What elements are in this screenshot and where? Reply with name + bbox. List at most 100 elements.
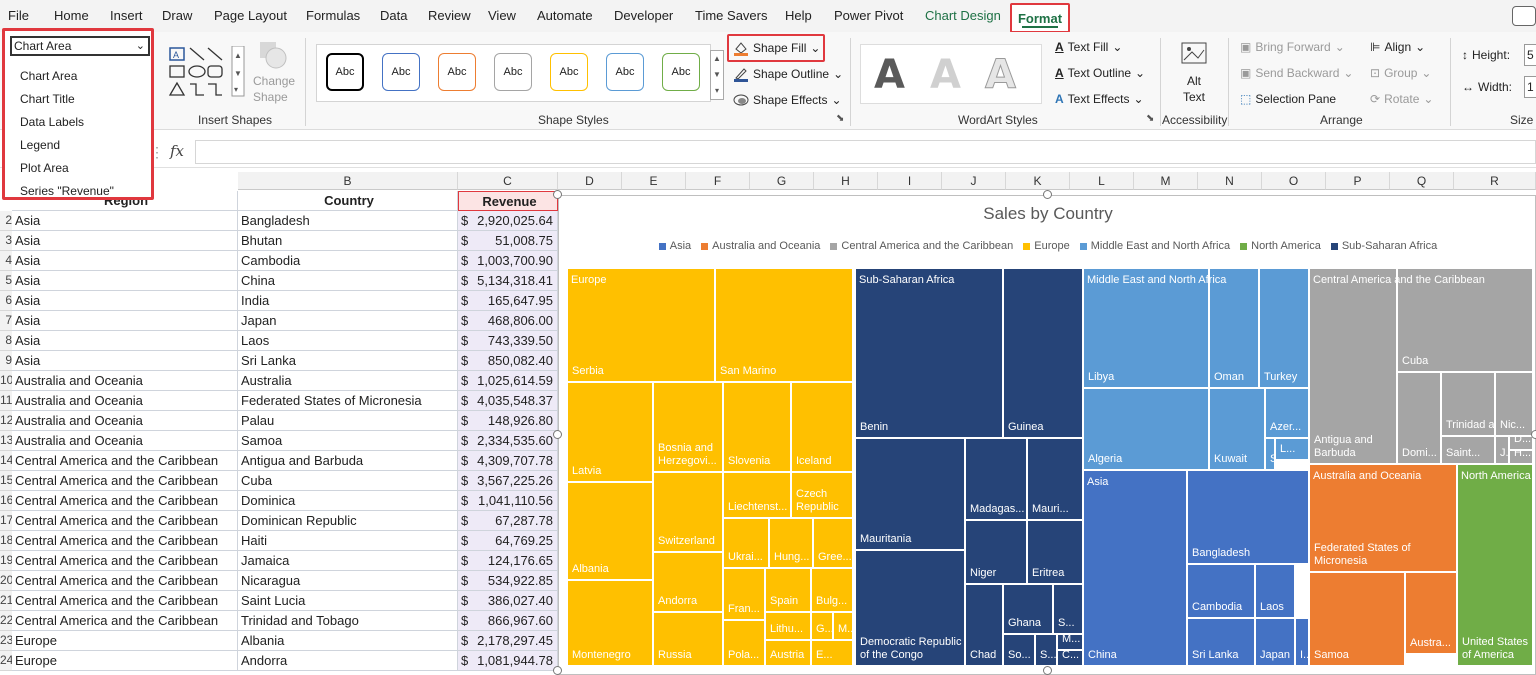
chart-elements-dropdown[interactable]: Chart Area ⌄ Chart Area Chart Title Data …: [2, 28, 154, 200]
shape-style-swatch[interactable]: Abc: [662, 53, 700, 91]
cell-region[interactable]: Australia and Oceania: [12, 391, 238, 411]
treemap-tile[interactable]: S...: [1265, 438, 1275, 470]
row-number[interactable]: 9: [0, 351, 12, 371]
treemap-tile[interactable]: Czech Republic: [791, 472, 853, 518]
treemap-tile[interactable]: Nic...: [1495, 372, 1533, 436]
tab-page-layout[interactable]: Page Layout: [214, 8, 288, 23]
treemap-tile[interactable]: Sri Lanka: [1187, 618, 1255, 666]
cell-revenue[interactable]: $148,926.80: [458, 411, 558, 431]
treemap-tile[interactable]: I...: [1295, 618, 1309, 666]
row-number[interactable]: 4: [0, 251, 12, 271]
column-header-o[interactable]: O: [1262, 172, 1326, 190]
cell-country[interactable]: Dominica: [238, 491, 458, 511]
row-number[interactable]: 15: [0, 471, 12, 491]
cell-revenue[interactable]: $3,567,225.26: [458, 471, 558, 491]
treemap-tile[interactable]: H...: [1509, 450, 1533, 464]
treemap-tile[interactable]: Austria: [765, 640, 811, 666]
column-header-j[interactable]: J: [942, 172, 1006, 190]
cell-region[interactable]: Central America and the Caribbean: [12, 591, 238, 611]
cell-country[interactable]: Andorra: [238, 651, 458, 671]
treemap-tile[interactable]: Trinidad and Tobago: [1441, 372, 1495, 436]
alt-text-icon[interactable]: [1178, 40, 1210, 70]
cell-revenue[interactable]: $5,134,318.41: [458, 271, 558, 291]
treemap-tile[interactable]: Iceland: [791, 382, 853, 472]
treemap-tile[interactable]: Laos: [1255, 564, 1295, 618]
row-number[interactable]: 2: [0, 211, 12, 231]
treemap-tile[interactable]: Cambodia: [1187, 564, 1255, 618]
column-header-m[interactable]: M: [1134, 172, 1198, 190]
text-effects-button[interactable]: A Text Effects ⌄: [1055, 92, 1144, 106]
treemap-tile[interactable]: China: [1083, 470, 1187, 666]
row-number[interactable]: 7: [0, 311, 12, 331]
cell-region[interactable]: Central America and the Caribbean: [12, 451, 238, 471]
treemap-tile[interactable]: Oman: [1209, 268, 1259, 388]
shapes-gallery[interactable]: A ▲ ▼ ▾: [168, 45, 248, 102]
height-input[interactable]: 5: [1524, 44, 1536, 66]
row-number[interactable]: 22: [0, 611, 12, 631]
cell-region[interactable]: Europe: [12, 631, 238, 651]
cell-region[interactable]: Asia: [12, 271, 238, 291]
row-number[interactable]: 17: [0, 511, 12, 531]
treemap-tile[interactable]: Algeria: [1083, 388, 1209, 470]
cell-country[interactable]: Dominican Republic: [238, 511, 458, 531]
cell-country[interactable]: Albania: [238, 631, 458, 651]
send-backward-button[interactable]: ▣ Send Backward ⌄: [1240, 66, 1353, 80]
cell-country[interactable]: Trinidad and Tobago: [238, 611, 458, 631]
tab-draw[interactable]: Draw: [162, 8, 193, 23]
comments-icon[interactable]: [1512, 6, 1536, 26]
column-header-g[interactable]: G: [750, 172, 814, 190]
treemap-tile[interactable]: Antigua and Barbuda: [1309, 268, 1397, 464]
row-number[interactable]: 8: [0, 331, 12, 351]
treemap-chart[interactable]: Sales by Country Asia Australia and Ocean…: [558, 195, 1536, 675]
row-number[interactable]: 13: [0, 431, 12, 451]
tab-automate[interactable]: Automate: [537, 8, 593, 23]
cell-region[interactable]: Central America and the Caribbean: [12, 471, 238, 491]
cell-region[interactable]: Asia: [12, 351, 238, 371]
wordart-style-2[interactable]: A: [930, 52, 961, 98]
resize-handle[interactable]: [1531, 430, 1536, 439]
treemap-tile[interactable]: Eritrea: [1027, 520, 1083, 584]
treemap-tile[interactable]: Ghana: [1003, 584, 1053, 634]
cell-country[interactable]: Palau: [238, 411, 458, 431]
treemap-tile[interactable]: J...: [1495, 436, 1509, 464]
cell-region[interactable]: Europe: [12, 651, 238, 671]
dropdown-option-chart-title[interactable]: Chart Title: [20, 92, 75, 106]
row-number[interactable]: 21: [0, 591, 12, 611]
change-shape-icon[interactable]: [258, 40, 288, 70]
treemap-tile[interactable]: M...: [833, 612, 853, 640]
tab-time-savers[interactable]: Time Savers: [695, 8, 768, 23]
legend-entry[interactable]: Central America and the Caribbean: [830, 240, 1013, 252]
column-header-q[interactable]: Q: [1390, 172, 1454, 190]
cell-revenue[interactable]: $850,082.40: [458, 351, 558, 371]
cell-country[interactable]: Sri Lanka: [238, 351, 458, 371]
column-header-c[interactable]: C: [458, 172, 558, 190]
tab-review[interactable]: Review: [428, 8, 471, 23]
wordart-style-1[interactable]: A: [874, 52, 905, 98]
treemap-tile[interactable]: S...: [1053, 584, 1083, 634]
treemap-tile[interactable]: Benin: [855, 268, 1003, 438]
align-button[interactable]: ⊫ Align ⌄: [1370, 40, 1425, 54]
cell-country[interactable]: Cuba: [238, 471, 458, 491]
cell-revenue[interactable]: $4,309,707.78: [458, 451, 558, 471]
treemap-tile[interactable]: Democratic Republic of the Congo: [855, 550, 965, 666]
tab-file[interactable]: File: [8, 8, 29, 23]
dropdown-option-plot-area[interactable]: Plot Area: [20, 161, 69, 175]
dropdown-option-data-labels[interactable]: Data Labels: [20, 115, 85, 129]
treemap-tile[interactable]: Andorra: [653, 552, 723, 612]
treemap-tile[interactable]: Federated States of Micronesia: [1309, 464, 1457, 572]
text-outline-button[interactable]: A Text Outline ⌄: [1055, 66, 1145, 80]
dialog-launcher-icon[interactable]: ⬊: [836, 113, 845, 124]
treemap-tile[interactable]: Niger: [965, 520, 1027, 584]
column-header-h[interactable]: H: [814, 172, 878, 190]
cell-revenue[interactable]: $2,334,535.60: [458, 431, 558, 451]
shape-style-swatch[interactable]: Abc: [550, 53, 588, 91]
treemap-tile[interactable]: Azer...: [1265, 388, 1309, 438]
shape-style-swatch[interactable]: Abc: [438, 53, 476, 91]
treemap-tile[interactable]: Albania: [567, 482, 653, 580]
legend-entry[interactable]: Middle East and North Africa: [1079, 240, 1230, 252]
column-header-n[interactable]: N: [1198, 172, 1262, 190]
cell-region[interactable]: Australia and Oceania: [12, 411, 238, 431]
cell-revenue[interactable]: $1,003,700.90: [458, 251, 558, 271]
row-number[interactable]: 16: [0, 491, 12, 511]
shape-fill-button[interactable]: Shape Fill ⌄: [733, 40, 820, 56]
